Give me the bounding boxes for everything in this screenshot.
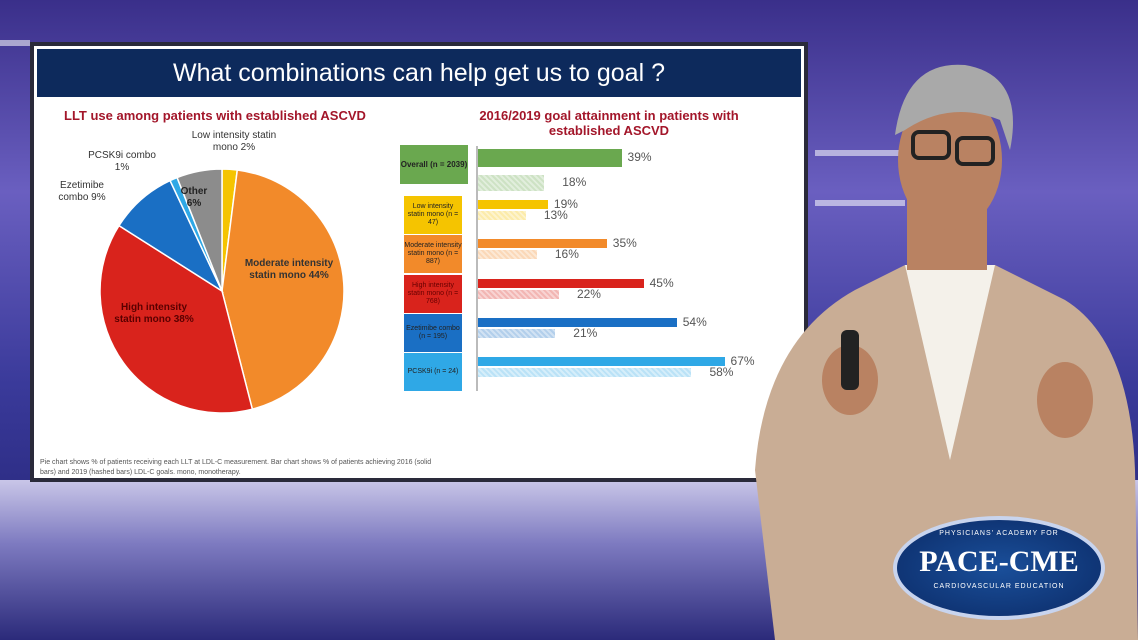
slide-title: What combinations can help get us to goa… [37,49,801,97]
bar-value-label: 67% [730,353,755,368]
backdrop-stripe [815,150,905,156]
pie-label-ezetimibe: Ezetimibe combo 9% [58,180,106,203]
pie-label-low: Low intensity statin mono 2% [191,130,277,153]
bar-2016 [478,279,644,288]
bar-2016 [478,200,548,209]
bar-axis [476,146,478,391]
bar-2019 [478,211,526,220]
bar-2019 [478,368,692,377]
bar-value-label: 18% [562,175,587,189]
bar-value-label: 21% [573,325,598,340]
bar-2019 [478,290,559,299]
pie-chart [99,168,345,414]
pie-label-other: Other 6% [180,186,208,209]
bar-value-label: 58% [709,364,734,379]
pie-label-moderate: Moderate intensity statin mono 44% [244,258,334,281]
backdrop-stripe [0,40,30,46]
bar-value-label: 22% [576,286,601,301]
bar-category-label: Ezetimibe combo (n = 195) [404,314,462,352]
footnote: Pie chart shows % of patients receiving … [40,459,432,476]
bar-2019 [478,175,545,191]
bar-value-label: 35% [612,235,637,250]
logo-text: PACE-CME [919,545,1079,578]
bar-2019 [478,329,556,338]
bar-heading: 2016/2019 goal attainment in patients wi… [479,108,739,138]
bar-2019 [478,250,537,259]
pie-slice [221,169,345,411]
bar-2016 [478,239,607,248]
pie-heading: LLT use among patients with established … [64,108,366,123]
pace-cme-logo: PHYSICIANS' ACADEMY FOR PACE-CME CARDIOV… [893,516,1105,620]
bar-category-label: Overall (n = 2039) [400,145,468,184]
bar-value-label: 54% [682,314,707,329]
logo-arc-top: PHYSICIANS' ACADEMY FOR [939,530,1059,537]
bar-category-label: Low intensity statin mono (n = 47) [404,196,462,234]
logo-arc-bottom: CARDIOVASCULAR EDUCATION [933,583,1065,590]
pie-label-high: High intensity statin mono 38% [114,302,194,325]
bar-2016 [478,318,677,327]
bar-value-label: 16% [554,246,579,261]
bar-value-label: 45% [649,275,674,290]
bar-value-label: 13% [543,207,568,222]
bar-category-label: Moderate intensity statin mono (n = 887) [404,235,462,273]
pie-slice [176,168,223,292]
bar-2016 [478,149,622,167]
pie-label-pcsk9i: PCSK9i combo 1% [88,150,156,173]
backdrop-stripe [815,200,905,206]
pie-slice [99,224,254,414]
bar-value-label: 39% [627,150,652,164]
bar-category-label: High intensity statin mono (n = 768) [404,275,462,313]
slide: What combinations can help get us to goa… [30,42,808,482]
bar-value-label: 19% [553,196,578,211]
bar-category-label: PCSK9i (n = 24) [404,353,462,391]
bar-2016 [478,357,725,366]
